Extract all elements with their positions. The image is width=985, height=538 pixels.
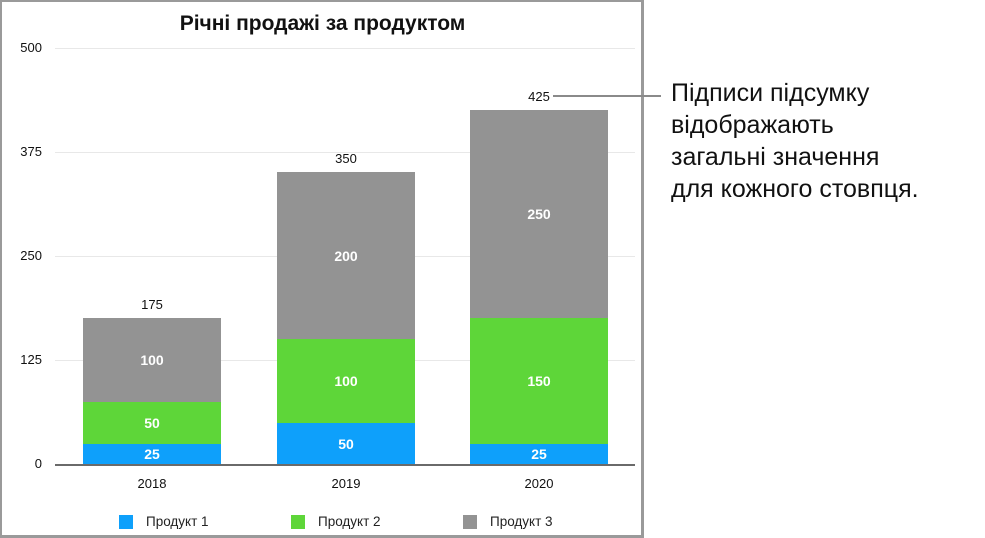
- x-tick-2020: 2020: [524, 476, 554, 491]
- legend-swatch-blue: [119, 514, 133, 529]
- bar-2018-product2: 50: [83, 402, 221, 444]
- value-label: 25: [531, 446, 547, 462]
- value-label: 100: [334, 373, 358, 389]
- callout-line-4: для кожного стовпця.: [671, 175, 919, 203]
- x-tick-2019: 2019: [331, 476, 361, 491]
- callout-line-3: загальні значення: [671, 143, 880, 171]
- legend-swatch-green: [291, 514, 305, 529]
- bar-2019-product3: 200: [277, 172, 415, 339]
- y-tick-375: 375: [20, 144, 42, 159]
- bar-2020-product2: 150: [470, 318, 608, 444]
- value-label: 200: [334, 247, 358, 264]
- value-label: 25: [144, 446, 160, 462]
- legend-label: Продукт 3: [490, 514, 553, 529]
- bar-2020-product1: 25: [470, 444, 608, 464]
- total-label-2019: 350: [335, 151, 357, 166]
- legend-item-product3: Продукт 3: [463, 514, 553, 529]
- value-label: 250: [527, 206, 551, 222]
- bar-2019-product1: 50: [277, 423, 415, 464]
- callout-text: Підписи підсумку відображають загальні з…: [671, 77, 981, 205]
- y-tick-125: 125: [20, 352, 42, 367]
- legend-swatch-gray: [463, 514, 477, 529]
- total-label-2020: 425: [528, 89, 550, 104]
- bar-2019-product2: 100: [277, 339, 415, 423]
- total-label-2018: 175: [141, 297, 163, 312]
- bar-2018-product1: 25: [83, 444, 221, 464]
- y-tick-250: 250: [20, 248, 42, 263]
- bar-2018-product3: 100: [83, 318, 221, 402]
- y-tick-0: 0: [34, 456, 42, 471]
- gridline-375: [55, 152, 635, 153]
- callout-line-1: Підписи підсумку: [671, 79, 870, 107]
- legend-item-product2: Продукт 2: [291, 514, 381, 529]
- chart-title: Річні продажі за продуктом: [179, 12, 466, 35]
- value-label: 150: [527, 373, 551, 389]
- x-axis-line: [55, 464, 635, 466]
- legend-label: Продукт 2: [318, 514, 381, 529]
- x-tick-2018: 2018: [137, 476, 167, 491]
- gridline-500: [55, 48, 635, 49]
- callout-line-2: відображають: [671, 111, 834, 139]
- bar-2020-product3: 250: [470, 110, 608, 318]
- legend-item-product1: Продукт 1: [119, 514, 209, 529]
- value-label: 50: [338, 435, 354, 452]
- value-label: 100: [140, 352, 164, 368]
- value-label: 50: [144, 415, 160, 431]
- callout-leader-line: [553, 95, 661, 97]
- legend-label: Продукт 1: [146, 514, 209, 529]
- y-tick-500: 500: [20, 40, 42, 55]
- chart-panel: Річні продажі за продуктом 500 375 250 1…: [0, 0, 644, 538]
